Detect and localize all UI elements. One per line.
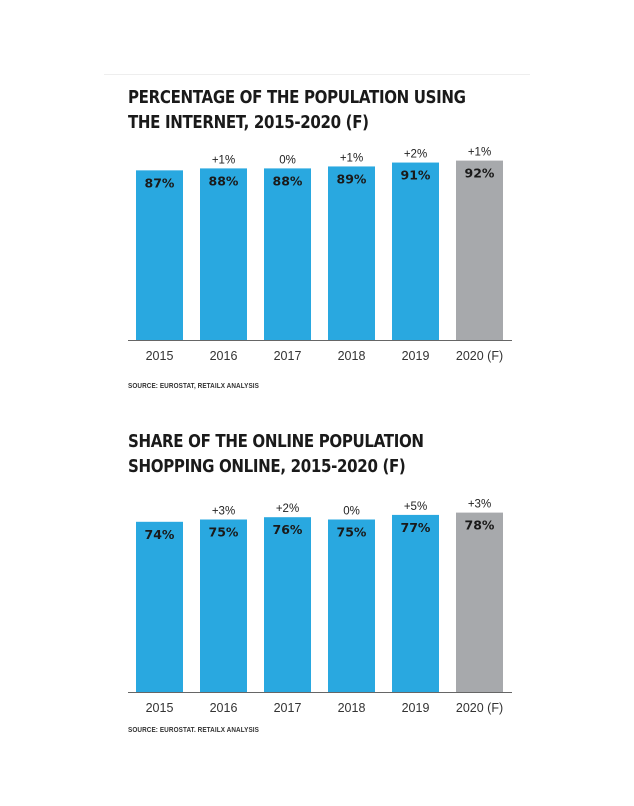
- internet-usage-bar-chart: 87% 2015 88% +1% 2016 88% 0% 2017 89% +1% 2018 91% +…: [128, 147, 512, 363]
- value-label: 88%: [273, 173, 303, 188]
- x-tick-label: 2019: [402, 701, 430, 715]
- bar: [392, 514, 439, 692]
- x-tick-label: 2017: [274, 701, 302, 715]
- bar: [328, 519, 375, 692]
- change-label: +3%: [212, 506, 235, 518]
- value-label: 77%: [401, 520, 431, 535]
- value-label: 87%: [145, 175, 175, 190]
- x-tick-label: 2020 (F): [456, 701, 503, 715]
- value-label: 78%: [465, 518, 495, 533]
- change-label: +1%: [212, 154, 235, 166]
- change-label: +1%: [340, 152, 363, 164]
- change-label: +3%: [468, 499, 491, 511]
- bar: [136, 170, 183, 340]
- change-label: 0%: [279, 154, 296, 166]
- x-tick-label: 2016: [210, 701, 238, 715]
- value-label: 75%: [337, 525, 367, 540]
- source-note: SOURCE: EUROSTAT, RETAILX ANALYSIS: [128, 381, 259, 390]
- bar: [456, 512, 503, 692]
- bar: [264, 168, 311, 340]
- change-label: +2%: [404, 149, 427, 161]
- value-label: 91%: [401, 168, 431, 183]
- x-tick-label: 2020 (F): [456, 349, 503, 363]
- value-label: 74%: [145, 527, 175, 542]
- value-label: 92%: [465, 166, 495, 181]
- value-label: 76%: [273, 522, 303, 537]
- x-tick-label: 2018: [338, 349, 366, 363]
- bar: [392, 162, 439, 340]
- source-note: SOURCE: EUROSTAT, RETAILX ANALYSIS: [128, 725, 259, 732]
- change-label: +2%: [276, 503, 299, 515]
- online-shopping-bar-chart: 74% 2015 75% +3% 2016 76% +2% 2017 75% 0% 2018 77% +…: [128, 499, 512, 715]
- bar: [136, 521, 183, 692]
- bar: [456, 160, 503, 340]
- x-tick-label: 2015: [146, 349, 174, 363]
- chart-title: SHARE OF THE ONLINE POPULATION SHOPPING …: [128, 432, 424, 477]
- x-tick-label: 2015: [146, 701, 174, 715]
- x-tick-label: 2019: [402, 349, 430, 363]
- change-label: 0%: [343, 506, 360, 518]
- x-tick-label: 2017: [274, 349, 302, 363]
- top-divider: [104, 74, 530, 75]
- bar: [200, 519, 247, 692]
- x-tick-label: 2016: [210, 349, 238, 363]
- x-tick-label: 2018: [338, 701, 366, 715]
- value-label: 88%: [209, 173, 239, 188]
- change-label: +5%: [404, 501, 427, 513]
- bar: [264, 517, 311, 692]
- bar: [328, 166, 375, 340]
- value-label: 89%: [337, 171, 367, 186]
- value-label: 75%: [209, 525, 239, 540]
- change-label: +1%: [468, 147, 491, 159]
- chart-title: PERCENTAGE OF THE POPULATION USING THE I…: [128, 88, 466, 133]
- bar: [200, 168, 247, 340]
